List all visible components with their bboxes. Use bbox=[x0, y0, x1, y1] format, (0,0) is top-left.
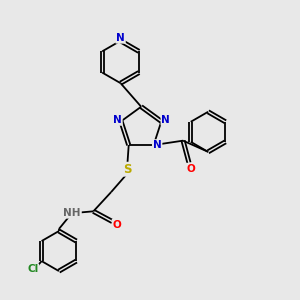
Text: N: N bbox=[153, 140, 161, 150]
Text: N: N bbox=[161, 115, 170, 125]
Text: S: S bbox=[123, 163, 131, 176]
Text: O: O bbox=[186, 164, 195, 174]
Text: NH: NH bbox=[63, 208, 81, 218]
Text: O: O bbox=[112, 220, 121, 230]
Text: N: N bbox=[116, 33, 125, 43]
Text: N: N bbox=[113, 115, 122, 125]
Text: Cl: Cl bbox=[27, 264, 38, 274]
